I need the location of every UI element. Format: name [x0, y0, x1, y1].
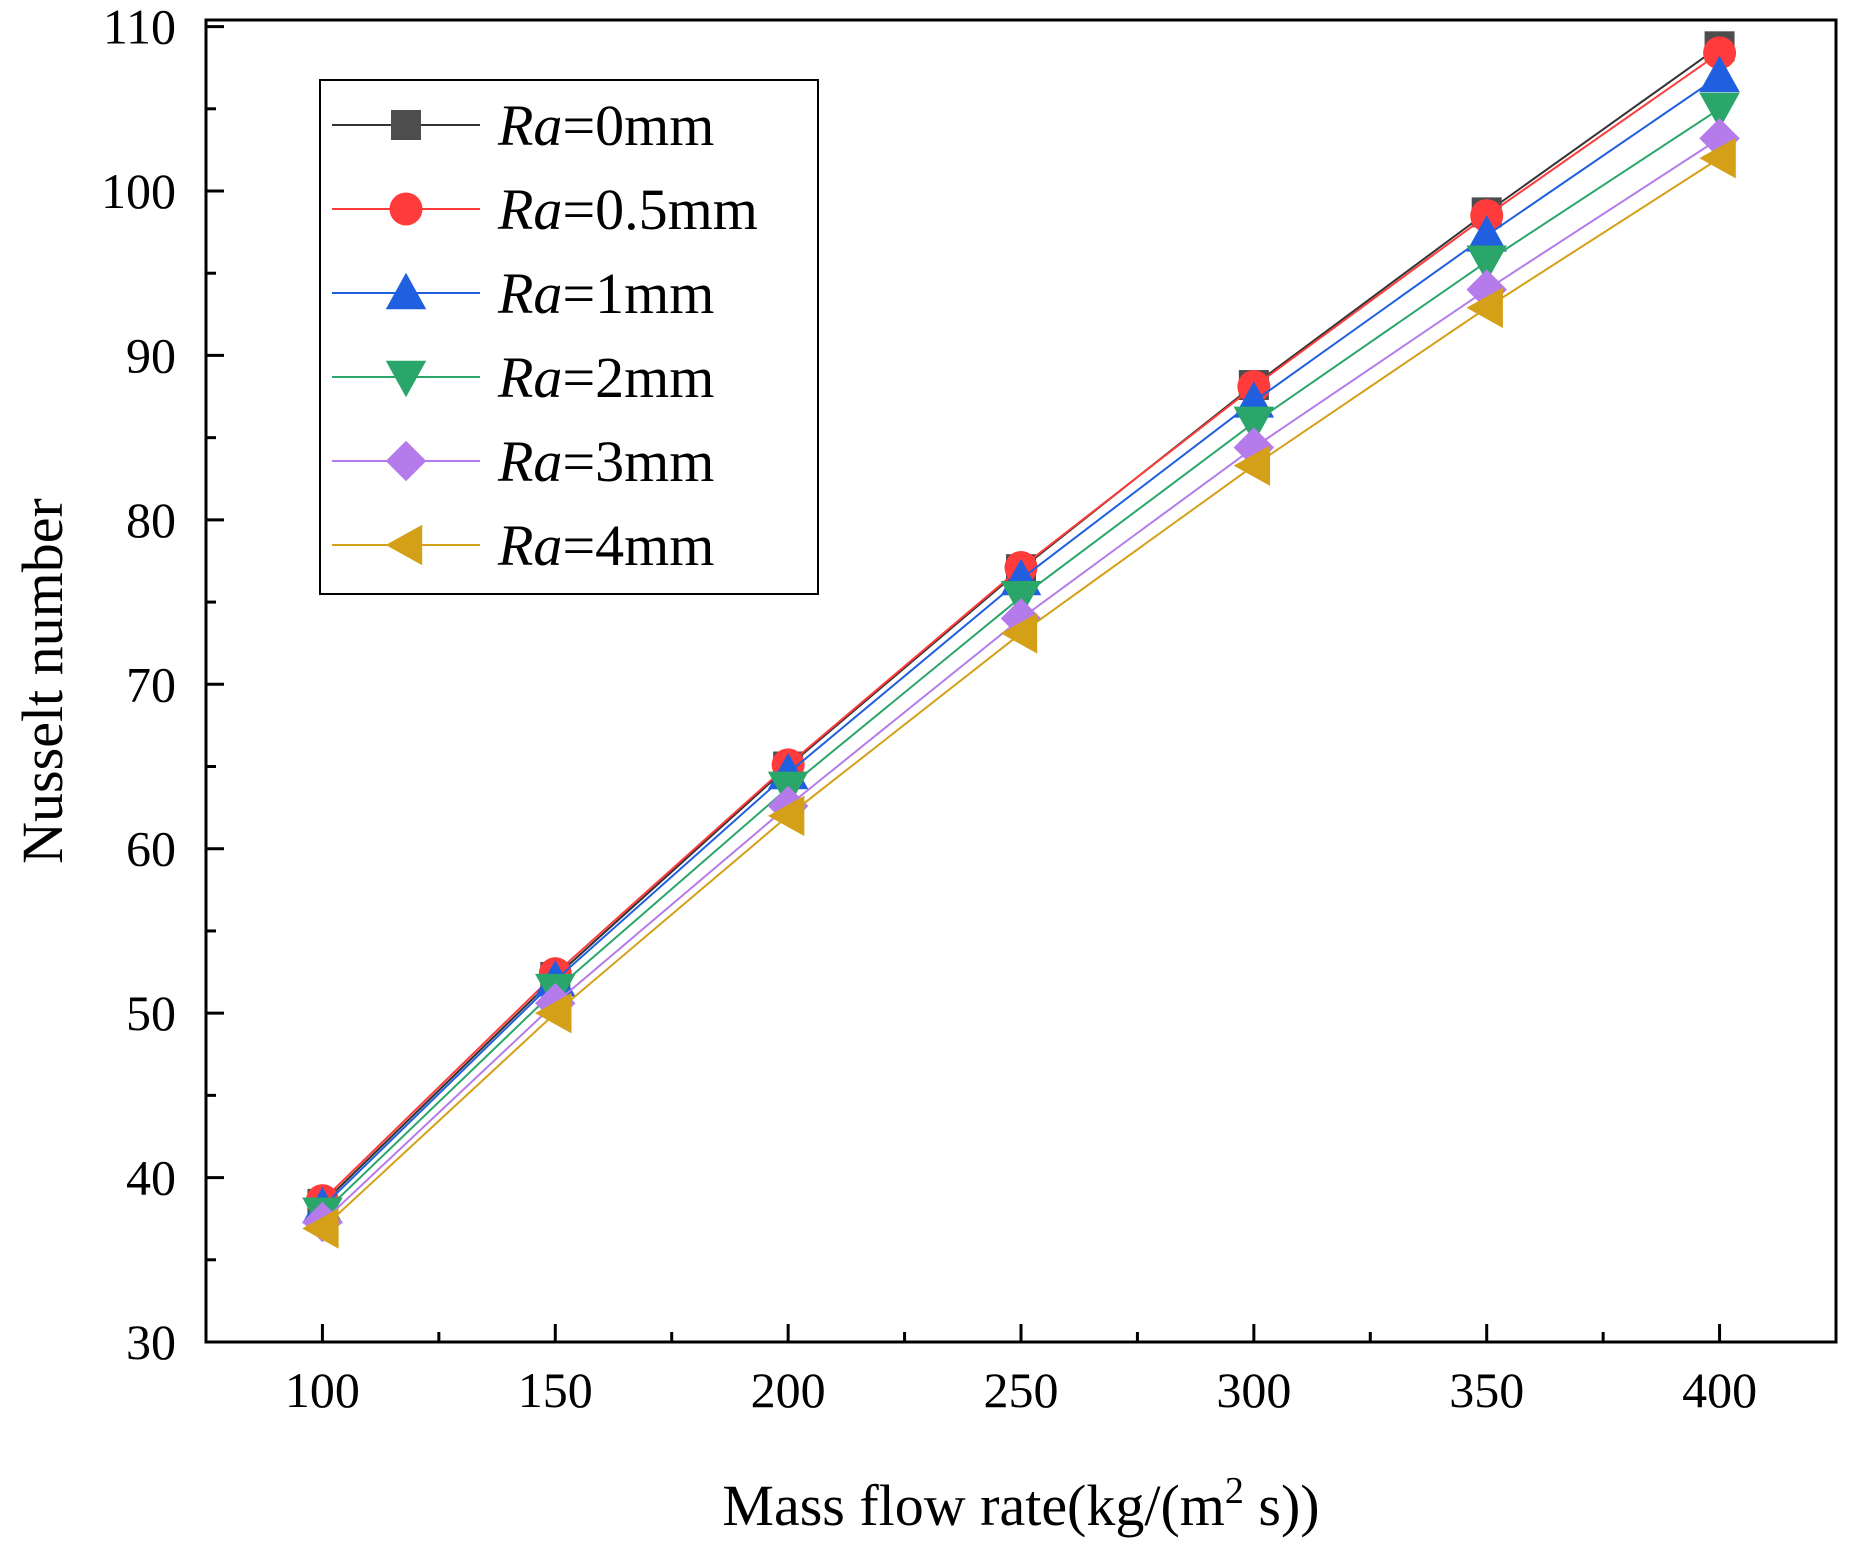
data-point [1699, 92, 1740, 130]
legend-entry: Ra=1mm [332, 261, 714, 326]
legend-label: Ra=2mm [497, 345, 714, 410]
legend-marker [385, 524, 423, 566]
legend-entry: Ra=3mm [332, 429, 714, 494]
series-6 [302, 137, 1736, 1249]
data-point [1466, 215, 1507, 252]
x-tick-label: 100 [285, 1362, 360, 1418]
data-point [767, 795, 805, 837]
legend: Ra=0mm Ra=0.5mm Ra=1mm Ra=2mm Ra=3mm Ra=4mm [319, 79, 819, 595]
legend-entry: Ra=0mm [332, 93, 714, 158]
legend-label: Ra=0mm [497, 93, 714, 158]
y-tick-label: 40 [126, 1150, 176, 1206]
legend-label: Ra=0.5mm [497, 177, 758, 242]
legend-marker [385, 360, 427, 398]
series-layer [302, 31, 1740, 1249]
ticks-layer: 100 150 200 250 300 350 400 30 40 50 60 70 80 90 100 11… [101, 0, 1757, 1418]
data-point [1466, 245, 1507, 282]
data-point [1466, 287, 1503, 328]
legend-label: Ra=3mm [497, 429, 714, 494]
legend-marker [385, 440, 427, 482]
y-tick-label: 30 [126, 1314, 176, 1370]
legend-box [319, 79, 819, 595]
y-tick-label: 60 [126, 821, 176, 877]
x-tick-label: 400 [1682, 1362, 1757, 1418]
data-point [1233, 445, 1271, 486]
x-tick-label: 150 [518, 1362, 593, 1418]
legend-marker [385, 272, 427, 310]
y-tick-label: 100 [101, 163, 176, 219]
legend-entry: Ra=0.5mm [332, 177, 758, 242]
data-point [1699, 137, 1736, 179]
x-tick-label: 300 [1216, 1362, 1291, 1418]
data-point [1703, 36, 1737, 70]
data-point [1233, 406, 1275, 444]
x-tick-label: 350 [1449, 1362, 1524, 1418]
x-tick-label: 250 [984, 1362, 1059, 1418]
legend-marker [391, 110, 421, 140]
data-point [535, 992, 572, 1034]
y-tick-label: 80 [126, 492, 176, 548]
x-tick-label: 200 [751, 1362, 826, 1418]
legend-label: Ra=1mm [497, 261, 714, 326]
y-tick-label: 70 [126, 656, 176, 712]
y-axis-title: Nusselt number [10, 498, 75, 864]
y-tick-label: 50 [126, 985, 176, 1041]
legend-marker [389, 192, 423, 226]
data-point [1000, 613, 1038, 654]
legend-entry: Ra=4mm [332, 513, 714, 578]
legend-label: Ra=4mm [497, 513, 714, 578]
data-point [1699, 55, 1740, 93]
y-tick-label: 90 [126, 327, 176, 383]
x-axis-title: Mass flow rate(kg/(m2 s)) [722, 1470, 1319, 1538]
data-point [302, 1208, 339, 1249]
legend-entry: Ra=2mm [332, 345, 714, 410]
y-tick-label: 110 [103, 0, 176, 55]
